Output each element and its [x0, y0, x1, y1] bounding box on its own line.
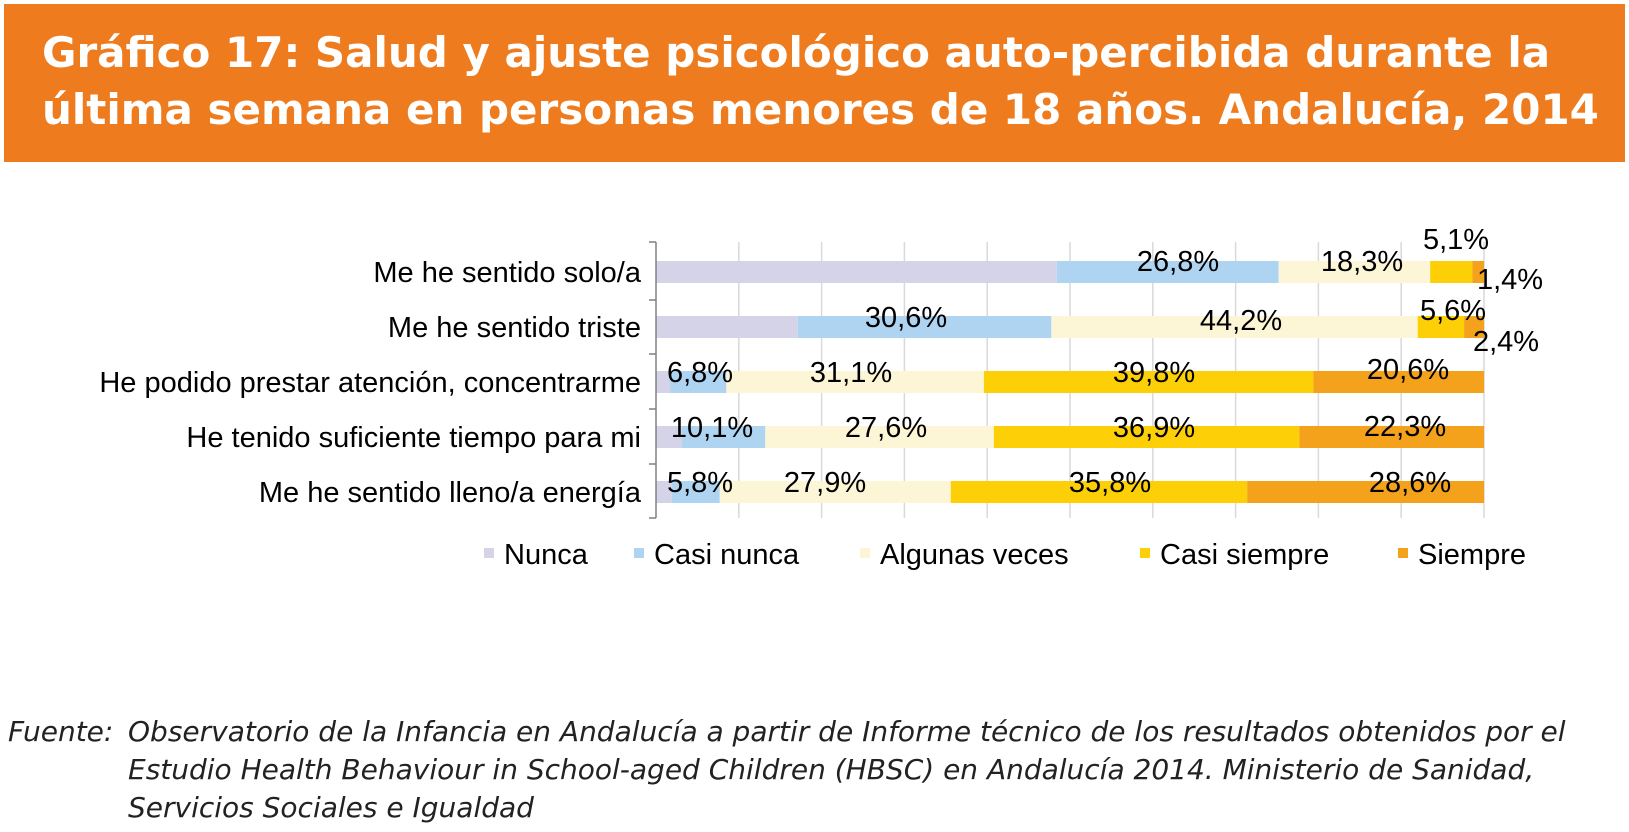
- bar: [681, 426, 766, 448]
- source-label: Fuente:: [8, 715, 114, 748]
- data-label: 5,6%: [1420, 295, 1486, 327]
- legend-label: Siempre: [1418, 539, 1526, 571]
- bar: [1464, 316, 1484, 338]
- bar: [765, 426, 994, 448]
- bar: [656, 261, 1057, 283]
- chart-title: Gráfico 17: Salud y ajuste psicológico a…: [42, 28, 1599, 134]
- bar: [1430, 261, 1473, 283]
- legend-swatch: [1140, 548, 1150, 558]
- bar: [993, 426, 1300, 448]
- bar: [1472, 261, 1484, 283]
- category-label: He podido prestar atención, concentrarme: [99, 367, 641, 399]
- data-label: 10,1%: [671, 412, 753, 444]
- bar: [1313, 371, 1484, 393]
- data-label: 30,6%: [865, 302, 947, 334]
- bar: [656, 481, 672, 503]
- data-label: 20,6%: [1367, 354, 1449, 386]
- category-label: He tenido suficiente tiempo para mi: [186, 422, 641, 454]
- data-label: 44,2%: [1200, 305, 1282, 337]
- data-label: 26,8%: [1137, 246, 1219, 278]
- bar: [1278, 261, 1431, 283]
- bar: [1056, 261, 1279, 283]
- legend-label: Algunas veces: [880, 539, 1069, 571]
- data-label: 36,9%: [1113, 412, 1195, 444]
- data-label: 39,8%: [1113, 357, 1195, 389]
- bar: [1417, 316, 1465, 338]
- chart-header: Gráfico 17: Salud y ajuste psicológico a…: [4, 4, 1625, 162]
- legend-label: Nunca: [504, 539, 589, 571]
- bar: [656, 426, 682, 448]
- bar: [797, 316, 1052, 338]
- data-label: 6,8%: [667, 357, 733, 389]
- data-label: 5,1%: [1423, 224, 1489, 256]
- data-label: 35,8%: [1069, 467, 1151, 499]
- category-label: Me he sentido lleno/a energía: [259, 477, 642, 509]
- data-label: 27,9%: [784, 467, 866, 499]
- legend-swatch: [634, 548, 644, 558]
- data-label: 27,6%: [845, 412, 927, 444]
- bar: [726, 371, 984, 393]
- bar: [671, 481, 720, 503]
- legend-label: Casi nunca: [654, 539, 800, 571]
- data-label: 22,3%: [1364, 411, 1446, 443]
- category-label: Me he sentido triste: [388, 312, 641, 344]
- bar: [1247, 481, 1484, 503]
- legend-label: Casi siempre: [1160, 539, 1329, 571]
- category-label: Me he sentido solo/a: [373, 257, 641, 289]
- data-label: 18,3%: [1321, 246, 1403, 278]
- bar: [719, 481, 951, 503]
- data-label: 2,4%: [1473, 326, 1539, 358]
- legend-swatch: [484, 548, 494, 558]
- data-label: 28,6%: [1369, 467, 1451, 499]
- source-note: Fuente: Observatorio de la Infancia en A…: [8, 713, 1623, 827]
- bar: [983, 371, 1314, 393]
- bar: [656, 316, 798, 338]
- legend-swatch: [1398, 548, 1408, 558]
- source-text: Observatorio de la Infancia en Andalucía…: [128, 715, 1566, 824]
- bar: [1051, 316, 1418, 338]
- bar: [1299, 426, 1484, 448]
- bar: [950, 481, 1248, 503]
- bar: [670, 371, 727, 393]
- legend-swatch: [860, 548, 870, 558]
- data-label: 5,8%: [667, 467, 733, 499]
- bar: [656, 371, 671, 393]
- data-label: 1,4%: [1477, 264, 1543, 296]
- stacked-bar-chart: Me he sentido solo/a Me he sentido triste…: [99, 224, 1543, 571]
- data-label: 31,1%: [810, 357, 892, 389]
